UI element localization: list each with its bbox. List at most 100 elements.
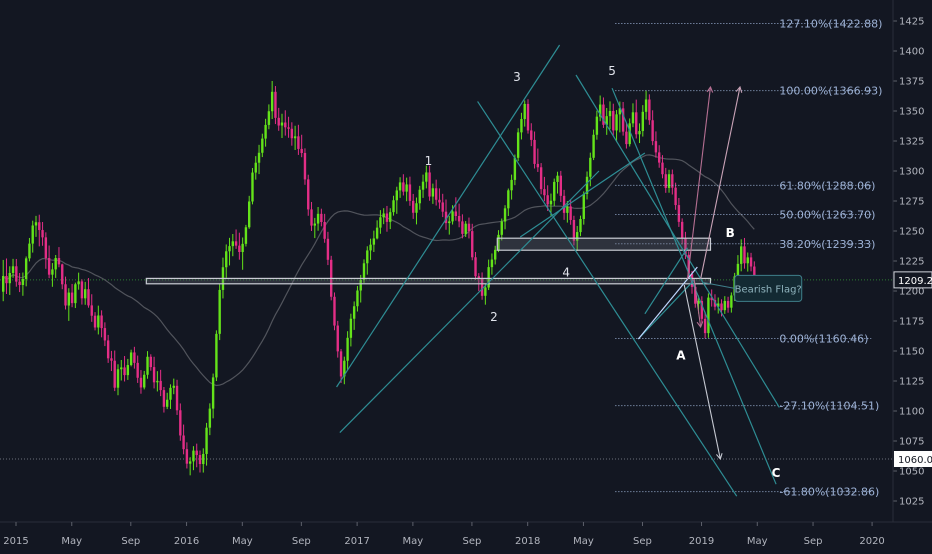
candle [539, 163, 543, 195]
minor-arrow [693, 278, 702, 328]
candle [270, 81, 274, 120]
candle [126, 358, 130, 380]
candle-body [523, 103, 526, 120]
x-tick-label: May [403, 536, 424, 547]
candle-body [254, 162, 257, 173]
candle [93, 312, 97, 331]
candle-body [549, 200, 553, 205]
candle [241, 237, 244, 270]
candle-body [464, 223, 467, 234]
y-tick-label: 1200 [899, 287, 924, 298]
candle-body [608, 111, 612, 117]
candle-body [592, 134, 595, 158]
candle [129, 349, 133, 367]
candle-body [225, 251, 228, 268]
candle [123, 356, 126, 382]
candle [166, 392, 169, 410]
candle-body [15, 266, 18, 282]
candle [90, 294, 93, 322]
candle-body [490, 259, 494, 268]
candle [743, 237, 746, 269]
candle [562, 189, 566, 220]
candle-body [746, 257, 749, 264]
candle-body [28, 243, 31, 259]
candle [569, 199, 572, 225]
candle-body [385, 213, 389, 222]
candle-body [356, 290, 359, 307]
candle [526, 99, 530, 134]
candle [612, 103, 615, 136]
candle [149, 354, 152, 371]
candle-body [280, 122, 284, 126]
candle [152, 356, 156, 389]
midterm-channel-line [519, 152, 646, 238]
flag-upper-line [644, 247, 689, 315]
candle [57, 247, 61, 268]
candle-body [589, 157, 592, 177]
fib-level-label: -27.10%(1104.51) [779, 400, 879, 413]
candle [218, 283, 221, 341]
x-tick-label: May [232, 536, 253, 547]
candle-body [536, 163, 540, 168]
candle-body [257, 152, 261, 163]
candle [110, 350, 113, 372]
candle [366, 246, 369, 275]
candle [372, 230, 376, 252]
candle [680, 218, 684, 245]
candle-body [533, 139, 536, 164]
candle-body [343, 360, 346, 377]
candle-body [454, 211, 458, 216]
candle [18, 273, 21, 293]
y-tick-label: 1100 [899, 407, 924, 418]
candle [290, 122, 294, 146]
candle-body [113, 360, 116, 388]
candle-body [228, 246, 231, 252]
candle [667, 169, 671, 193]
candle [162, 387, 166, 413]
candle-body [166, 399, 169, 407]
candle [264, 118, 267, 147]
candle-body [198, 455, 202, 465]
candle [464, 221, 467, 237]
candle-body [106, 340, 110, 359]
candle-body [651, 120, 654, 142]
candle [559, 170, 562, 202]
candle-body [297, 136, 300, 149]
candle [297, 124, 300, 155]
candle [228, 237, 231, 266]
y-tick-label: 1350 [899, 107, 924, 118]
candle-body [441, 202, 444, 212]
x-tick-label: 2019 [689, 536, 714, 547]
candle [293, 125, 297, 150]
candle [513, 154, 517, 186]
candle-body [110, 358, 113, 361]
candle [238, 232, 241, 260]
candle-body [526, 103, 530, 131]
candle-body [74, 284, 77, 304]
candle-body [602, 104, 605, 125]
wave-label-3: 3 [513, 70, 521, 84]
candle-body [34, 222, 38, 226]
candle [159, 369, 162, 397]
candle-body [70, 292, 74, 304]
candle-body [366, 250, 369, 264]
candle [267, 104, 271, 130]
candle-body [500, 221, 503, 235]
wave-label-1: 1 [425, 154, 433, 168]
candle-body [438, 199, 441, 203]
candle-body [477, 276, 480, 279]
x-tick-label: 2020 [859, 536, 884, 547]
candle-body [300, 148, 303, 153]
candle [8, 266, 11, 295]
candle [625, 123, 628, 149]
candle-body [251, 172, 254, 202]
candle-body [175, 385, 179, 411]
candle-body [303, 153, 307, 180]
candle [628, 118, 631, 147]
candle-body [405, 184, 408, 192]
candle-body [21, 279, 25, 285]
candle-body [80, 281, 84, 299]
candle [510, 174, 513, 200]
candle [546, 185, 549, 211]
